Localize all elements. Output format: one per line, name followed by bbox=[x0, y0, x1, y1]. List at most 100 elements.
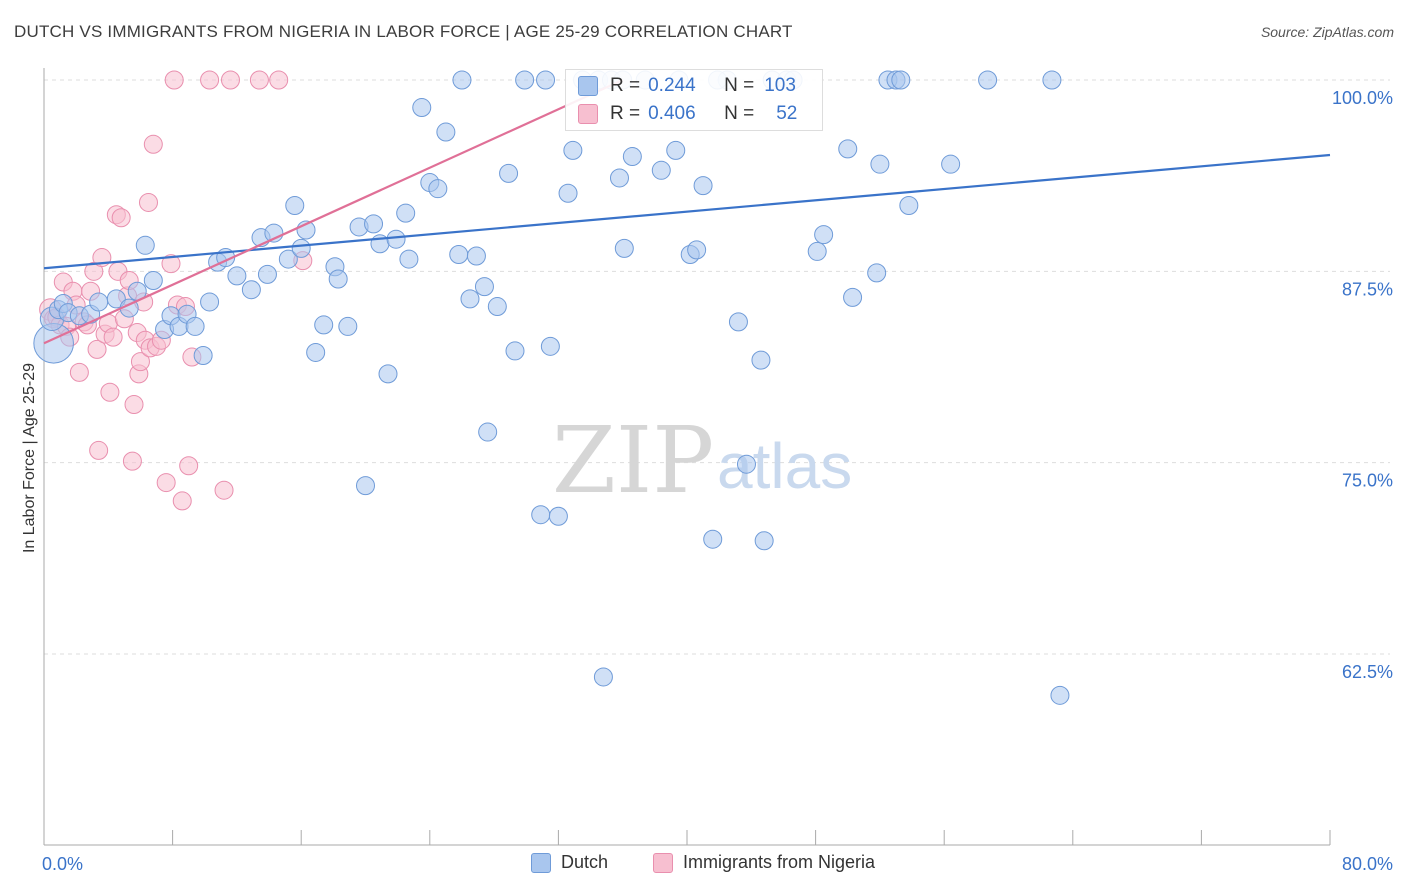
nigeria-point bbox=[269, 70, 289, 90]
watermark-zip: ZIP bbox=[552, 407, 714, 514]
dutch-point bbox=[736, 454, 756, 474]
dutch-point bbox=[396, 203, 416, 223]
y-tick-label: 75.0% bbox=[1342, 471, 1393, 491]
dutch-point bbox=[499, 163, 519, 183]
dutch-point bbox=[728, 312, 748, 332]
legend-label-nigeria: Immigrants from Nigeria bbox=[683, 852, 876, 872]
dutch-point bbox=[751, 350, 771, 370]
stats-r-label-nigeria: R = bbox=[610, 103, 641, 124]
dutch-point bbox=[693, 176, 713, 196]
dutch-point bbox=[978, 70, 998, 90]
nigeria-point bbox=[249, 70, 269, 90]
nigeria-point bbox=[124, 395, 144, 415]
nigeria-point bbox=[111, 208, 131, 228]
dutch-point bbox=[515, 70, 535, 90]
dutch-point bbox=[89, 292, 109, 312]
dutch-point bbox=[306, 342, 326, 362]
dutch-point bbox=[185, 316, 205, 336]
dutch-point bbox=[622, 147, 642, 167]
dutch-point bbox=[687, 240, 707, 260]
dutch-point bbox=[285, 196, 305, 216]
nigeria-point bbox=[220, 70, 240, 90]
nigeria-point bbox=[87, 339, 107, 359]
nigeria-point bbox=[138, 192, 158, 212]
dutch-point bbox=[563, 140, 583, 160]
nigeria-point bbox=[164, 70, 184, 90]
stats-r-value-dutch: 0.244 bbox=[648, 75, 696, 96]
y-tick-label: 87.5% bbox=[1342, 279, 1393, 299]
trend-layer bbox=[43, 78, 1331, 345]
dutch-point bbox=[593, 667, 613, 687]
dutch-point bbox=[257, 264, 277, 284]
nigeria-point bbox=[172, 491, 192, 511]
nigeria-point bbox=[161, 254, 181, 274]
dutch-point bbox=[466, 246, 486, 266]
source-label: Source: ZipAtlas.com bbox=[1260, 24, 1394, 40]
dutch-point bbox=[651, 160, 671, 180]
legend-swatch-dutch bbox=[530, 852, 551, 873]
nigeria-point bbox=[143, 134, 163, 154]
dutch-point bbox=[278, 249, 298, 269]
dutch-point bbox=[703, 529, 723, 549]
stats-n-label-dutch: N = bbox=[724, 75, 755, 96]
dutch-point bbox=[614, 238, 634, 258]
stats-swatch-nigeria bbox=[578, 104, 598, 124]
nigeria-trendline bbox=[43, 78, 624, 345]
dutch-point bbox=[540, 336, 560, 356]
dutch-point bbox=[106, 289, 126, 309]
nigeria-point bbox=[214, 480, 234, 500]
dutch-point bbox=[843, 287, 863, 307]
dutch-point bbox=[200, 292, 220, 312]
dutch-point bbox=[838, 139, 858, 159]
dutch-point bbox=[536, 70, 556, 90]
dutch-point bbox=[1042, 70, 1062, 90]
legend-item-nigeria[interactable]: Immigrants from Nigeria bbox=[653, 852, 875, 873]
dutch-point bbox=[338, 316, 358, 336]
dutch-point bbox=[609, 168, 629, 188]
dutch-point bbox=[460, 289, 480, 309]
dutch-point bbox=[193, 346, 213, 366]
watermark: ZIP atlas bbox=[552, 407, 852, 514]
legend-item-dutch[interactable]: Dutch bbox=[530, 852, 608, 873]
dutch-point bbox=[531, 505, 551, 525]
dutch-point bbox=[891, 70, 911, 90]
dutch-point bbox=[241, 280, 261, 300]
dutch-point bbox=[227, 266, 247, 286]
nigeria-point bbox=[122, 451, 142, 471]
dutch-point bbox=[941, 154, 961, 174]
dutch-point bbox=[1050, 685, 1070, 705]
nigeria-points bbox=[39, 70, 313, 511]
dutch-point bbox=[548, 506, 568, 526]
dutch-point bbox=[666, 140, 686, 160]
nigeria-point bbox=[156, 473, 176, 493]
dutch-point bbox=[867, 263, 887, 283]
dutch-point bbox=[378, 364, 398, 384]
dutch-point bbox=[328, 269, 348, 289]
dutch-point bbox=[386, 229, 406, 249]
dutch-point bbox=[478, 422, 498, 442]
stats-n-value-nigeria: 52 bbox=[776, 103, 798, 124]
dutch-point bbox=[449, 244, 469, 264]
dutch-points bbox=[33, 70, 1070, 705]
dutch-point bbox=[135, 235, 155, 255]
label-layer: 100.0% 87.5% 75.0% 62.5% 0.0% 80.0% bbox=[42, 88, 1393, 874]
dutch-point bbox=[356, 476, 375, 496]
nigeria-point bbox=[103, 327, 123, 347]
nigeria-point bbox=[89, 440, 109, 460]
dutch-point bbox=[558, 183, 578, 203]
dutch-point bbox=[364, 214, 384, 234]
dutch-point bbox=[428, 179, 448, 199]
stats-row-nigeria: R = 0.406 N = 52 bbox=[578, 102, 797, 126]
dutch-point bbox=[474, 277, 494, 297]
nigeria-point bbox=[179, 456, 199, 476]
legend-label-dutch: Dutch bbox=[560, 852, 608, 872]
y-tick-label: 62.5% bbox=[1342, 662, 1393, 682]
stats-r-label-dutch: R = bbox=[610, 75, 641, 96]
dutch-point bbox=[505, 341, 525, 361]
dutch-point bbox=[807, 241, 827, 261]
dutch-point bbox=[412, 98, 432, 118]
dutch-point bbox=[291, 238, 311, 258]
dutch-point bbox=[754, 531, 774, 551]
stats-swatch-dutch bbox=[578, 76, 598, 96]
dutch-point bbox=[314, 315, 334, 335]
